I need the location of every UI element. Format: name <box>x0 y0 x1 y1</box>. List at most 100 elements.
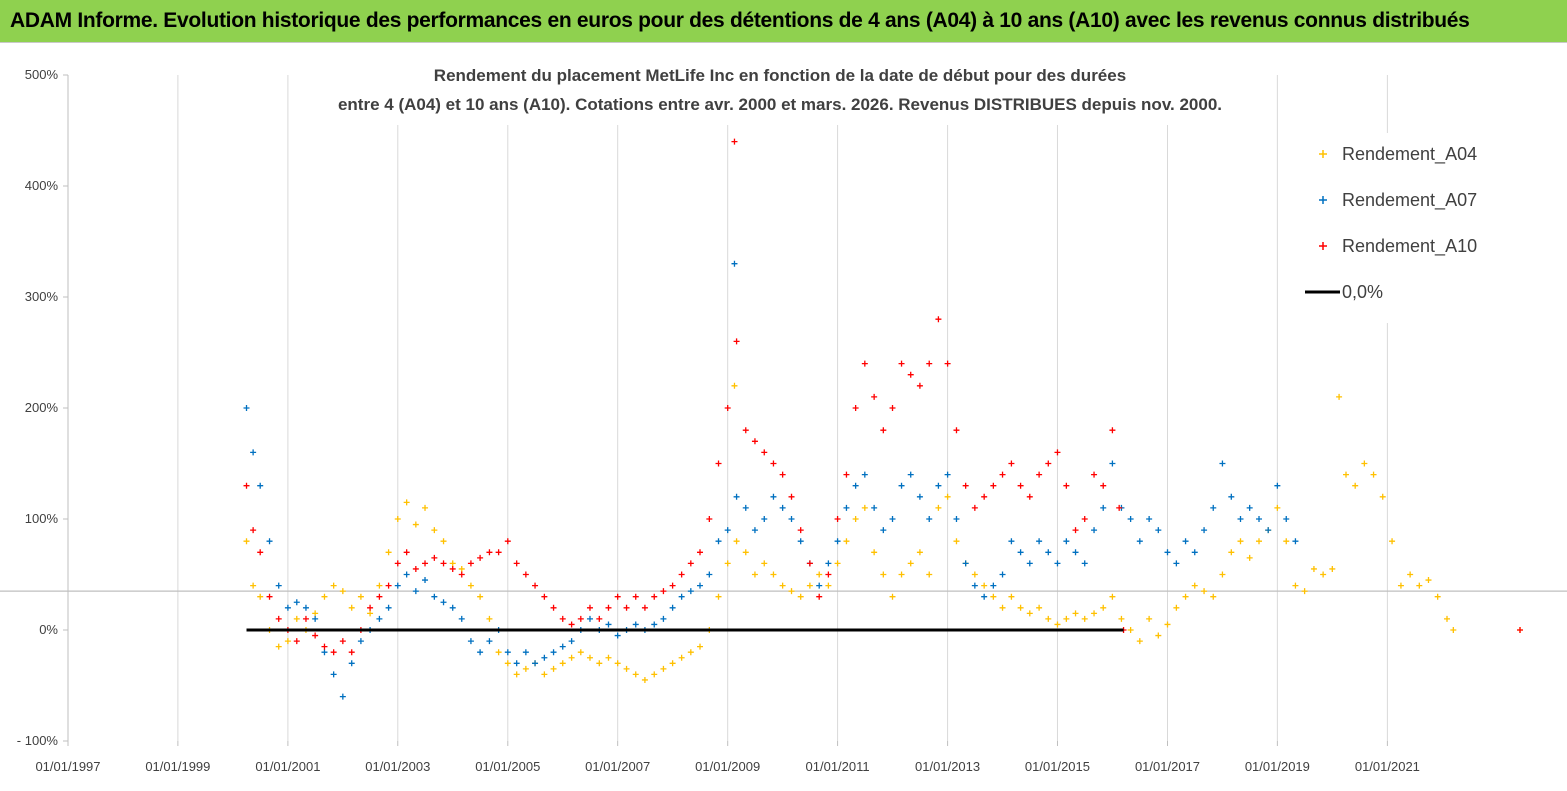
data-point <box>477 649 484 656</box>
data-point <box>403 549 410 556</box>
data-point <box>999 571 1006 578</box>
legend-label-0: Rendement_A04 <box>1342 144 1477 165</box>
data-point <box>394 516 401 522</box>
data-point <box>1017 604 1024 611</box>
data-point <box>770 571 777 578</box>
data-point <box>550 604 557 611</box>
data-point <box>843 471 850 478</box>
x-tick-label-8: 01/01/2013 <box>915 759 980 774</box>
data-point <box>1201 588 1208 595</box>
legend-swatch-0 <box>1319 150 1327 158</box>
data-point <box>761 560 768 567</box>
data-point <box>431 593 438 600</box>
data-point <box>852 405 859 411</box>
data-point <box>1091 471 1098 478</box>
data-point <box>687 588 694 595</box>
data-point <box>1127 627 1134 633</box>
data-point <box>1008 460 1015 467</box>
data-point <box>431 527 438 534</box>
data-point <box>1379 493 1386 500</box>
data-point <box>981 493 988 500</box>
data-point <box>843 538 850 545</box>
x-tick-label-10: 01/01/2017 <box>1135 759 1200 774</box>
data-point <box>614 660 621 667</box>
data-point <box>935 504 942 511</box>
data-point <box>1343 471 1350 478</box>
data-point <box>651 671 658 678</box>
data-point <box>1397 582 1404 589</box>
data-point <box>1444 615 1450 622</box>
data-point <box>1109 460 1116 467</box>
data-point <box>889 593 896 600</box>
x-tick-label-7: 01/01/2011 <box>806 759 870 774</box>
data-point <box>1127 516 1134 522</box>
data-point <box>669 582 676 589</box>
data-point <box>1054 560 1061 567</box>
data-point <box>1008 593 1015 600</box>
data-point <box>731 260 738 267</box>
data-point <box>816 582 823 589</box>
x-tick-label-1: 01/01/1999 <box>145 759 210 774</box>
data-point <box>889 405 896 411</box>
data-point <box>779 582 786 589</box>
data-point <box>981 593 988 600</box>
data-point <box>935 482 942 489</box>
data-point <box>339 588 346 595</box>
data-point <box>731 382 738 389</box>
data-point <box>761 449 768 456</box>
data-point <box>1100 604 1107 611</box>
data-point <box>981 582 988 589</box>
data-point <box>431 554 438 561</box>
data-point <box>577 615 584 622</box>
data-point <box>953 427 960 434</box>
data-point <box>1063 482 1070 489</box>
data-point <box>1017 482 1024 489</box>
data-point <box>403 499 410 506</box>
data-point <box>243 405 250 411</box>
data-point <box>1370 471 1377 478</box>
data-point <box>990 582 997 589</box>
data-point <box>486 615 493 622</box>
data-point <box>312 610 319 617</box>
data-point <box>935 316 942 323</box>
data-point <box>243 538 250 545</box>
data-point <box>403 571 410 578</box>
data-point <box>678 654 685 661</box>
data-point <box>724 527 731 534</box>
data-point <box>751 438 758 445</box>
x-tick-label-5: 01/01/2007 <box>585 759 650 774</box>
data-point <box>916 382 923 389</box>
data-point <box>660 588 667 595</box>
data-point <box>1118 615 1125 622</box>
data-point <box>1146 516 1153 522</box>
series-layer <box>243 138 1523 700</box>
data-point <box>916 549 923 556</box>
data-point <box>1265 527 1272 534</box>
data-point <box>440 538 447 545</box>
data-point <box>1100 504 1107 511</box>
data-point <box>357 593 364 600</box>
data-point <box>321 593 328 600</box>
data-point <box>687 560 694 567</box>
data-point <box>1072 527 1079 534</box>
data-point <box>733 493 740 500</box>
data-point <box>1091 527 1098 534</box>
data-point <box>412 565 419 572</box>
performance-chart: 500%400%300%200%100%0%- 100% 01/01/1997 0… <box>0 55 1567 774</box>
x-tick-label-6: 01/01/2009 <box>695 759 760 774</box>
data-point <box>467 560 474 567</box>
data-point <box>1228 549 1235 556</box>
data-point <box>486 638 493 645</box>
x-tick-label-2: 01/01/2001 <box>255 759 320 774</box>
data-point <box>550 665 557 672</box>
data-point <box>293 599 300 606</box>
data-point <box>962 560 969 567</box>
data-point <box>458 571 465 578</box>
chart-title-line1: Rendement du placement MetLife Inc en fo… <box>434 66 1126 85</box>
legend-label-1: Rendement_A07 <box>1342 190 1477 211</box>
data-point <box>1292 582 1299 589</box>
data-point <box>339 638 346 645</box>
data-point <box>843 504 850 511</box>
x-tick-label-4: 01/01/2005 <box>475 759 540 774</box>
data-point <box>623 665 630 672</box>
